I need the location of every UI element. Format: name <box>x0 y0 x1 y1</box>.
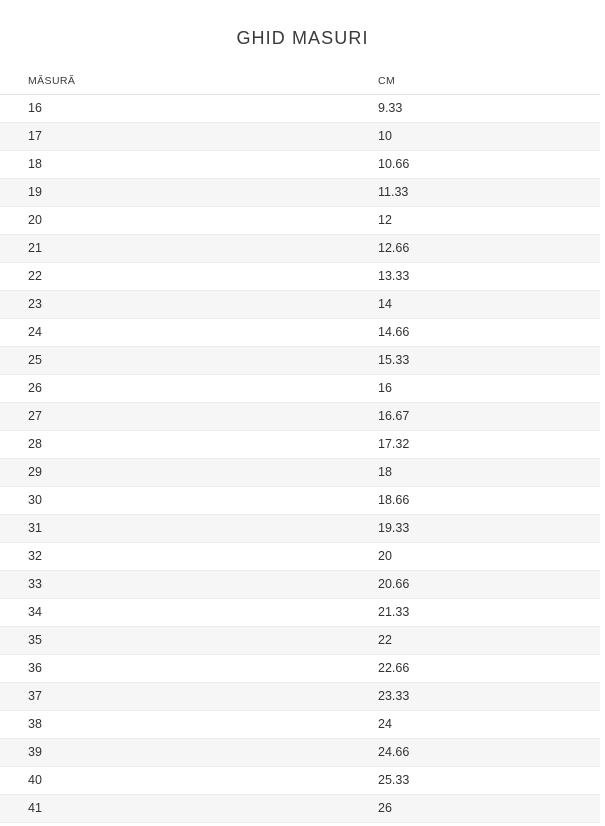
table-cell-cm: 23.33 <box>350 682 600 711</box>
table-row: 30 18.66 <box>0 486 600 515</box>
table-cell-size: 30 <box>0 486 350 515</box>
table-cell-cm: 24 <box>350 710 600 739</box>
table-row: 26 16 <box>0 374 600 403</box>
table-cell-cm: 24.66 <box>350 738 600 767</box>
table-cell-size: 40 <box>0 766 350 795</box>
table-cell-cm: 10.66 <box>350 150 600 179</box>
table-cell-size: 39 <box>0 738 350 767</box>
table-cell-size: 35 <box>0 626 350 655</box>
table-cell-size: 20 <box>0 206 350 235</box>
table-row: 31 19.33 <box>0 514 600 543</box>
table-row: 17 10 <box>0 122 600 151</box>
table-cell-size: 27 <box>0 402 350 431</box>
table-cell-size: 38 <box>0 710 350 739</box>
table-cell-size: 34 <box>0 598 350 627</box>
table-cell-cm: 20.66 <box>350 570 600 599</box>
table-cell-size: 33 <box>0 570 350 599</box>
table-cell-size: 26 <box>0 374 350 403</box>
table-row: 18 10.66 <box>0 150 600 179</box>
table-row: 29 18 <box>0 458 600 487</box>
table-row: 27 16.67 <box>0 402 600 431</box>
page-title: GHID MASURI <box>236 28 369 48</box>
table-cell-cm: 13.33 <box>350 262 600 291</box>
table-header-row: MĂSURĂ CM <box>0 75 600 95</box>
table-row: 41 26 <box>0 794 600 823</box>
table-row: 19 11.33 <box>0 178 600 207</box>
table-row: 37 23.33 <box>0 682 600 711</box>
table-cell-cm: 16 <box>350 374 600 403</box>
table-cell-cm: 16.67 <box>350 402 600 431</box>
table-row: 33 20.66 <box>0 570 600 599</box>
table-cell-cm: 22.66 <box>350 654 600 683</box>
table-cell-size: 17 <box>0 122 350 151</box>
table-cell-cm: 14 <box>350 290 600 319</box>
table-row: 38 24 <box>0 710 600 739</box>
table-row: 23 14 <box>0 290 600 319</box>
table-cell-cm: 14.66 <box>350 318 600 347</box>
table-row: 20 12 <box>0 206 600 235</box>
table-cell-cm: 15.33 <box>350 346 600 375</box>
table-row: 32 20 <box>0 542 600 571</box>
table-cell-size: 25 <box>0 346 350 375</box>
table-row: 40 25.33 <box>0 766 600 795</box>
table-row: 25 15.33 <box>0 346 600 375</box>
table-cell-size: 37 <box>0 682 350 711</box>
table-cell-cm: 12 <box>350 206 600 235</box>
table-cell-cm: 9.33 <box>350 94 600 123</box>
table-row: 39 24.66 <box>0 738 600 767</box>
table-cell-cm: 20 <box>350 542 600 571</box>
table-row: 36 22.66 <box>0 654 600 683</box>
table-cell-cm: 21.33 <box>350 598 600 627</box>
table-cell-cm: 25.33 <box>350 766 600 795</box>
table-cell-cm: 22 <box>350 626 600 655</box>
table-cell-size: 28 <box>0 430 350 459</box>
table-row: 35 22 <box>0 626 600 655</box>
column-header-cm: CM <box>350 75 600 95</box>
table-cell-size: 32 <box>0 542 350 571</box>
table-row: 34 21.33 <box>0 598 600 627</box>
table-cell-size: 29 <box>0 458 350 487</box>
table-cell-cm: 18 <box>350 458 600 487</box>
table-cell-size: 22 <box>0 262 350 291</box>
size-guide-table: MĂSURĂ CM 16 9.33 17 10 18 10.66 19 11.33 20 12 21… <box>0 75 600 823</box>
table-cell-size: 18 <box>0 150 350 179</box>
table-body: 16 9.33 17 10 18 10.66 19 11.33 20 12 21 12.66 22 13.… <box>0 94 600 823</box>
table-cell-cm: 19.33 <box>350 514 600 543</box>
table-row: 24 14.66 <box>0 318 600 347</box>
table-cell-size: 16 <box>0 94 350 123</box>
table-cell-cm: 26 <box>350 794 600 823</box>
table-cell-size: 19 <box>0 178 350 207</box>
table-cell-size: 31 <box>0 514 350 543</box>
table-cell-size: 23 <box>0 290 350 319</box>
table-cell-size: 41 <box>0 794 350 823</box>
size-table-container: MĂSURĂ CM 16 9.33 17 10 18 10.66 19 11.33 20 12 21… <box>0 75 605 823</box>
table-cell-size: 36 <box>0 654 350 683</box>
table-cell-cm: 11.33 <box>350 178 600 207</box>
table-cell-cm: 10 <box>350 122 600 151</box>
table-row: 22 13.33 <box>0 262 600 291</box>
column-header-size: MĂSURĂ <box>0 75 350 95</box>
table-header: MĂSURĂ CM <box>0 75 600 95</box>
table-cell-cm: 17.32 <box>350 430 600 459</box>
table-cell-cm: 12.66 <box>350 234 600 263</box>
table-cell-cm: 18.66 <box>350 486 600 515</box>
table-row: 21 12.66 <box>0 234 600 263</box>
table-row: 16 9.33 <box>0 94 600 123</box>
table-row: 28 17.32 <box>0 430 600 459</box>
table-cell-size: 21 <box>0 234 350 263</box>
table-cell-size: 24 <box>0 318 350 347</box>
